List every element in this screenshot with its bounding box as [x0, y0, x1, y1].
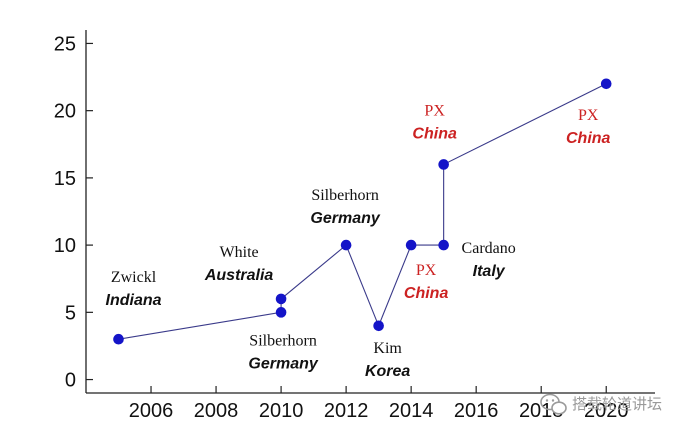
annotation-place: China	[566, 130, 611, 147]
x-tick-label: 2008	[194, 400, 239, 422]
data-point	[600, 78, 612, 90]
annotation-place: China	[412, 125, 457, 142]
data-point	[438, 159, 449, 170]
annotation-name: Silberhorn	[249, 332, 317, 349]
point-annotation: PX China	[404, 262, 449, 302]
x-tick-label: 2012	[324, 400, 369, 422]
annotation-name: PX	[416, 262, 437, 279]
annotation-name: PX	[578, 107, 599, 124]
point-annotation: Cardano Italy	[462, 240, 516, 280]
point-annotations: Zwickl Indiana White Australia Silberhorn Ger…	[106, 102, 611, 379]
annotation-place: China	[404, 285, 449, 302]
y-tick-label: 0	[65, 370, 76, 392]
point-annotation: Silberhorn Germany	[248, 332, 318, 372]
point-annotation: Zwickl Indiana	[106, 269, 162, 309]
annotation-name: Cardano	[462, 240, 516, 257]
watermark-text: 搭载轮道讲坛	[572, 395, 662, 413]
data-points	[113, 78, 612, 345]
annotation-place: Indiana	[106, 292, 162, 309]
data-point	[405, 239, 417, 251]
wechat-icon	[540, 393, 567, 415]
watermark: 搭载轮道讲坛	[540, 393, 662, 415]
x-tick-label: 2006	[129, 400, 174, 422]
data-point	[275, 293, 287, 305]
point-annotation: PX China	[566, 107, 611, 147]
annotation-place: Australia	[204, 267, 274, 284]
annotation-place: Italy	[473, 263, 506, 280]
y-tick-label: 20	[54, 101, 76, 123]
chart-axes	[85, 30, 655, 394]
point-annotation: PX China	[412, 102, 457, 142]
data-point	[340, 239, 352, 251]
x-tick-label: 2014	[389, 400, 434, 422]
point-annotation: White Australia	[204, 244, 274, 284]
point-annotation: Kim Korea	[365, 340, 410, 380]
data-point	[275, 307, 287, 318]
data-point	[438, 239, 449, 251]
annotation-name: Kim	[373, 340, 402, 357]
annotation-name: PX	[424, 102, 445, 119]
x-tick-label: 2010	[259, 400, 304, 422]
y-tick-label: 15	[54, 168, 76, 190]
data-point	[373, 320, 384, 332]
annotation-name: Zwickl	[111, 269, 157, 286]
x-tick-label: 2020	[584, 400, 629, 422]
y-tick-label: 10	[54, 235, 76, 257]
annotation-place: Germany	[248, 355, 318, 372]
data-point	[113, 333, 124, 345]
point-annotation: Silberhorn Germany	[310, 187, 380, 227]
annotation-place: Germany	[310, 210, 380, 227]
annotation-name: White	[220, 244, 259, 261]
annotation-name: Silberhorn	[311, 187, 379, 204]
y-tick-label: 25	[54, 33, 76, 55]
annotation-place: Korea	[365, 363, 410, 380]
x-tick-label: 2016	[454, 400, 499, 422]
y-tick-label: 5	[65, 302, 76, 324]
